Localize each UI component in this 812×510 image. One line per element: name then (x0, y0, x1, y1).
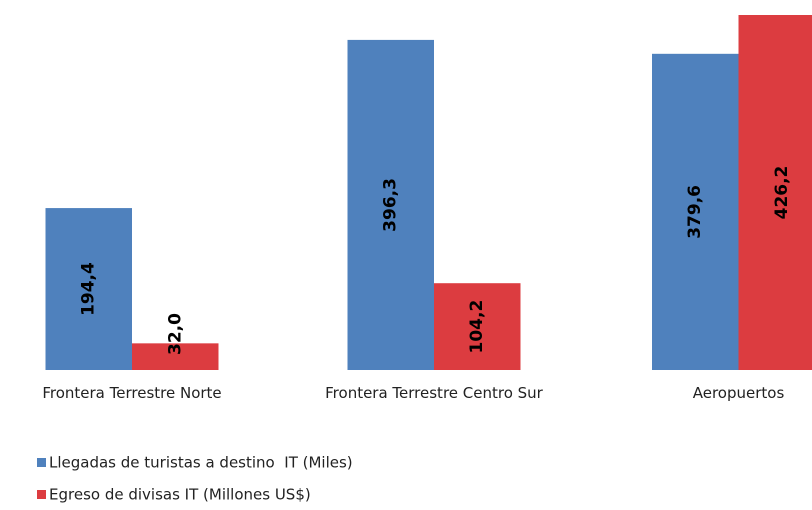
x-tick-label: Aeropuertos (693, 384, 785, 402)
legend-label: Llegadas de turistas a destino IT (Miles… (49, 454, 353, 472)
bar (132, 343, 219, 370)
data-label: 104,2 (467, 300, 487, 354)
legend-swatch (37, 490, 46, 499)
data-label: 396,3 (381, 178, 401, 232)
x-tick-label: Frontera Terrestre Centro Sur (325, 384, 544, 402)
data-label: 194,4 (79, 262, 99, 316)
bar (347, 39, 434, 371)
data-label: 32,0 (165, 313, 185, 355)
legend-swatch (37, 458, 46, 467)
data-label: 379,6 (685, 185, 705, 239)
bar (738, 15, 812, 370)
bar (45, 208, 132, 370)
bar (434, 283, 521, 370)
legend-label: Egreso de divisas IT (Millones US$) (49, 486, 311, 504)
x-tick-label: Frontera Terrestre Norte (42, 384, 221, 402)
bar (652, 53, 739, 370)
data-label: 426,2 (772, 166, 792, 220)
